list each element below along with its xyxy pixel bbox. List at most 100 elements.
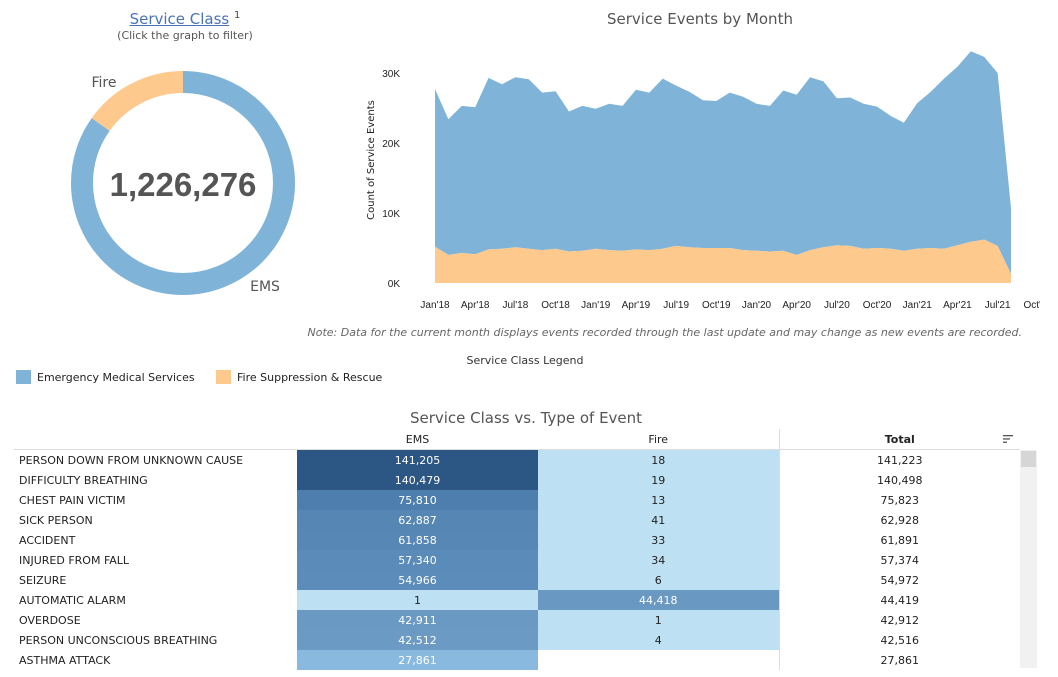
sort-icon[interactable] <box>1002 433 1014 445</box>
fire-count-cell: 41 <box>538 510 779 530</box>
event-type-cell: CHEST PAIN VICTIM <box>19 493 126 507</box>
total-count-cell: 61,891 <box>778 530 1020 550</box>
fire-count-cell: 1 <box>538 610 779 630</box>
y-tick-label: 30K <box>382 69 400 80</box>
table-title: Service Class vs. Type of Event <box>409 409 643 427</box>
legend-item-fire[interactable]: Fire Suppression & Rescue <box>216 370 382 384</box>
x-tick-label: Jul'20 <box>824 300 850 311</box>
y-tick-label: 20K <box>382 139 400 150</box>
fire-count-cell: 18 <box>538 449 779 470</box>
event-type-cell: PERSON DOWN FROM UNKNOWN CAUSE <box>19 453 244 467</box>
x-tick-label: Oct'19 <box>702 300 731 311</box>
table-row[interactable]: SEIZURE 54,966 6 54,972 <box>14 570 1020 590</box>
total-count-cell: 42,516 <box>778 630 1020 650</box>
total-count-cell: 27,861 <box>778 650 1020 670</box>
donut-title: Service Class 1 <box>80 10 290 28</box>
total-count-cell: 44,419 <box>778 590 1020 610</box>
ems-count-cell: 27,861 <box>297 650 538 670</box>
table-scroll-thumb[interactable] <box>1021 451 1036 467</box>
table-row[interactable]: AUTOMATIC ALARM 1 44,418 44,419 <box>14 590 1020 610</box>
x-tick-label: Oct'18 <box>541 300 570 311</box>
legend-item-ems[interactable]: Emergency Medical Services <box>16 370 195 384</box>
legend-label-fire: Fire Suppression & Rescue <box>237 370 383 384</box>
total-count-cell: 54,972 <box>778 570 1020 590</box>
fire-count-cell: 34 <box>538 550 779 570</box>
area-chart-title: Service Events by Month <box>607 10 793 28</box>
fire-count-cell: 6 <box>538 570 779 590</box>
footnote-marker: 1 <box>234 10 241 21</box>
area-series-fire[interactable] <box>435 239 1011 283</box>
ems-count-cell: 57,340 <box>297 550 538 570</box>
event-type-cell: PERSON UNCONSCIOUS BREATHING <box>19 633 218 647</box>
x-tick-label: Jul'18 <box>502 300 528 311</box>
service-class-donut[interactable]: 1,226,276 Fire EMS <box>60 60 310 310</box>
event-type-cell: ASTHMA ATTACK <box>19 653 111 667</box>
table-header-row: EMS Fire Total <box>14 429 1020 450</box>
x-tick-label: Oct'20 <box>863 300 892 311</box>
x-tick-label: Jan'21 <box>903 300 933 311</box>
table-row[interactable]: SICK PERSON 62,887 41 62,928 <box>14 510 1020 530</box>
legend-swatch-fire <box>216 370 231 384</box>
ems-count-cell: 140,479 <box>297 470 538 490</box>
x-tick-label: Oct'21 <box>1023 300 1040 311</box>
header-total[interactable]: Total <box>778 429 1020 450</box>
table-row[interactable]: ASTHMA ATTACK 27,861 27,861 <box>14 650 1020 670</box>
table-row[interactable]: DIFFICULTY BREATHING 140,479 19 140,498 <box>14 470 1020 490</box>
x-tick-label: Jan'19 <box>581 300 611 311</box>
table-row[interactable]: PERSON DOWN FROM UNKNOWN CAUSE 141,205 18 1… <box>14 449 1020 470</box>
donut-subtitle: (Click the graph to filter) <box>117 29 253 42</box>
donut-slice-fire[interactable] <box>71 71 295 295</box>
event-type-cell: AUTOMATIC ALARM <box>19 593 126 607</box>
donut-label-ems: EMS <box>250 279 280 295</box>
ems-count-cell: 75,810 <box>297 490 538 510</box>
area-series-ems[interactable] <box>435 51 1011 274</box>
data-note: Note: Data for the current month display… <box>307 326 1022 339</box>
legend-title: Service Class Legend <box>466 354 584 367</box>
y-tick-label: 10K <box>382 209 400 220</box>
total-count-cell: 62,928 <box>778 510 1020 530</box>
fire-count-cell: 44,418 <box>538 590 779 610</box>
service-class-link[interactable]: Service Class <box>129 10 230 28</box>
total-count-cell: 57,374 <box>778 550 1020 570</box>
event-type-cell: SEIZURE <box>19 573 67 587</box>
header-fire[interactable]: Fire <box>538 429 779 450</box>
header-event-type <box>14 429 297 450</box>
x-tick-label: Jan'20 <box>742 300 772 311</box>
fire-count-cell <box>538 650 779 670</box>
donut-label-fire: Fire <box>92 75 117 91</box>
table-scrollbar[interactable] <box>1020 450 1037 668</box>
table-row[interactable]: OVERDOSE 42,911 1 42,912 <box>14 610 1020 630</box>
event-type-cell: SICK PERSON <box>19 513 93 527</box>
service-events-area-chart[interactable]: 0K 10K 20K 30K Jan'18 Apr'18 Jul'18 Oct'18 Jan'… <box>360 40 1040 320</box>
x-tick-label: Apr'19 <box>622 300 651 311</box>
event-type-cell: ACCIDENT <box>19 533 76 547</box>
event-type-cell: DIFFICULTY BREATHING <box>19 473 148 487</box>
fire-count-cell: 19 <box>538 470 779 490</box>
total-count-cell: 141,223 <box>778 449 1020 470</box>
fire-count-cell: 13 <box>538 490 779 510</box>
fire-count-cell: 33 <box>538 530 779 550</box>
x-tick-label: Jul'21 <box>985 300 1011 311</box>
table-row[interactable]: ACCIDENT 61,858 33 61,891 <box>14 530 1020 550</box>
ems-count-cell: 1 <box>297 590 538 610</box>
x-tick-label: Apr'20 <box>782 300 811 311</box>
ems-count-cell: 62,887 <box>297 510 538 530</box>
event-type-table: EMS Fire Total PERSON DOWN FROM UNKNOWN … <box>14 429 1022 670</box>
x-tick-label: Apr'21 <box>943 300 972 311</box>
legend-swatch-ems <box>16 370 31 384</box>
event-type-cell: OVERDOSE <box>19 613 81 627</box>
header-ems[interactable]: EMS <box>297 429 538 450</box>
ems-count-cell: 42,911 <box>297 610 538 630</box>
ems-count-cell: 141,205 <box>297 449 538 470</box>
header-total-label: Total <box>884 432 915 446</box>
ems-count-cell: 54,966 <box>297 570 538 590</box>
table-row[interactable]: CHEST PAIN VICTIM 75,810 13 75,823 <box>14 490 1020 510</box>
total-count-cell: 42,912 <box>778 610 1020 630</box>
table-row[interactable]: PERSON UNCONSCIOUS BREATHING 42,512 4 42,51… <box>14 630 1020 650</box>
y-axis-label: Count of Service Events <box>366 100 377 220</box>
ems-count-cell: 61,858 <box>297 530 538 550</box>
fire-count-cell: 4 <box>538 630 779 650</box>
donut-total-label: 1,226,276 <box>110 166 257 203</box>
ems-count-cell: 42,512 <box>297 630 538 650</box>
table-row[interactable]: INJURED FROM FALL 57,340 34 57,374 <box>14 550 1020 570</box>
